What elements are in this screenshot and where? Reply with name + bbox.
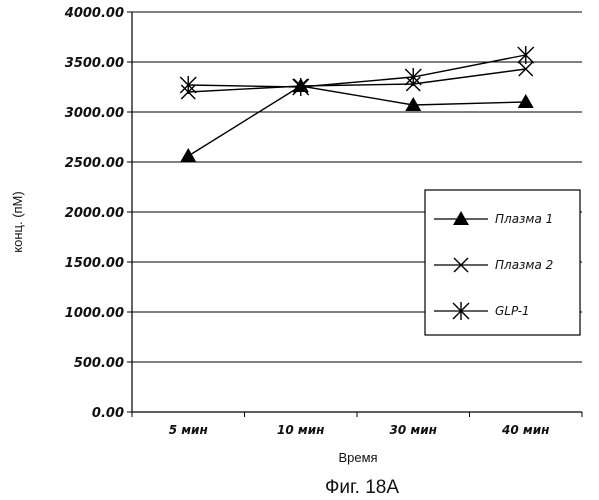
y-tick-label: 3500.00 [65, 56, 124, 71]
y-tick-label: 3000.00 [65, 106, 124, 121]
legend-label: GLP-1 [495, 304, 530, 318]
series-group [180, 46, 534, 162]
legend-label: Плазма 2 [495, 258, 553, 272]
x-axis-title: Время [338, 450, 377, 465]
figure-caption: Фиг. 18А [325, 477, 399, 498]
data-point [518, 46, 534, 64]
x-tick-label: 30 мин [390, 423, 437, 437]
y-tick-label: 2000.00 [65, 206, 124, 221]
x-tick-label: 40 мин [501, 423, 549, 437]
y-tick-label: 2500.00 [65, 156, 124, 171]
y-tick-label: 1500.00 [65, 256, 124, 271]
data-point [518, 94, 534, 108]
y-axis-title: конц. (пМ) [10, 191, 25, 252]
series-line [188, 55, 526, 87]
y-tick-label: 1000.00 [65, 306, 124, 321]
series-line [188, 69, 526, 92]
x-axis-ticks: 5 мин 10 мин 30 мин 40 мин [132, 412, 582, 437]
y-tick-label: 500.00 [74, 356, 124, 371]
x-tick-label: 10 мин [277, 423, 324, 437]
y-tick-label: 4000.00 [64, 6, 124, 21]
legend-label: Плазма 1 [495, 212, 553, 226]
x-tick-label: 5 мин [169, 423, 208, 437]
series-line [188, 86, 526, 156]
data-point [180, 148, 196, 162]
y-axis-ticks: 0.00 500.00 1000.00 1500.00 2000.00 2500.00 30… [64, 6, 132, 421]
legend: Плазма 1 Плазма 2 GLP-1 [425, 190, 580, 335]
y-tick-label: 0.00 [92, 406, 124, 421]
